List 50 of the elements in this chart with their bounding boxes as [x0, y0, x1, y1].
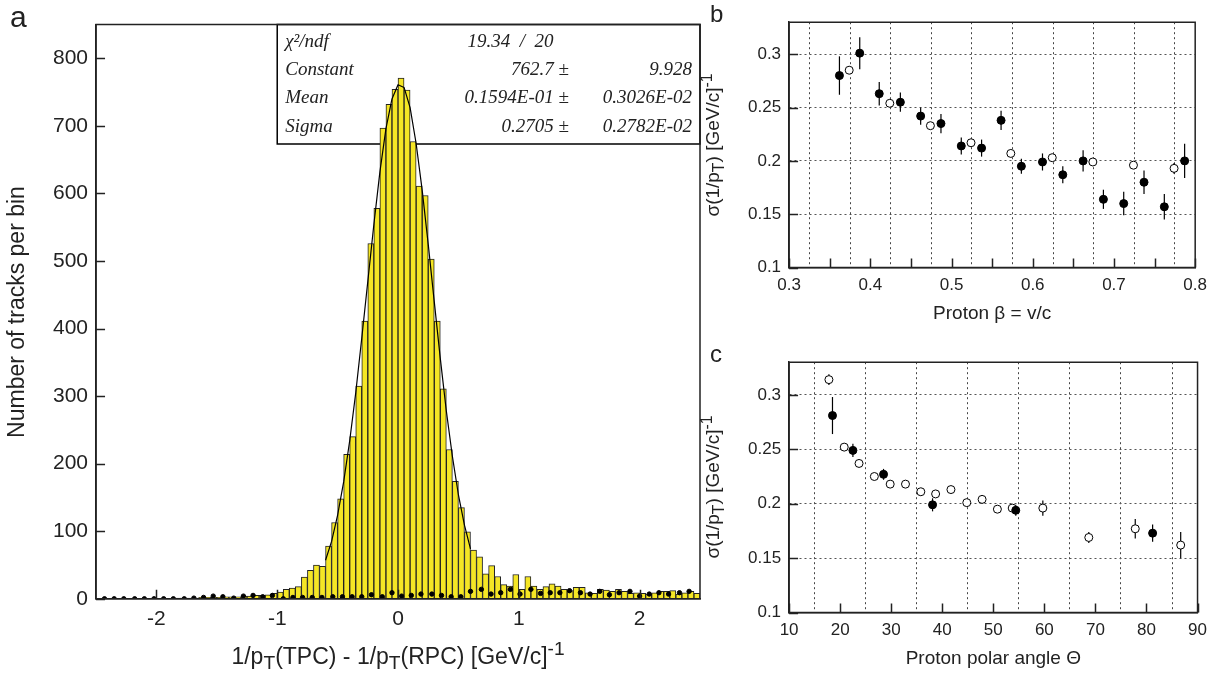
x-tick-label: 0.4 — [858, 275, 883, 295]
y-tick-label: 500 — [52, 247, 89, 271]
x-tick-label: 0 — [392, 606, 404, 630]
y-tick-label: 700 — [52, 112, 89, 136]
x-tick-label: 10 — [779, 620, 799, 640]
text: χ²/ndf 19.34 / 20 — [285, 29, 554, 51]
chart-title: b — [710, 0, 724, 28]
x-tick-label: 60 — [1034, 620, 1054, 640]
y-tick-label: 0.25 — [747, 97, 782, 117]
x-tick-label: 0.8 — [1183, 275, 1207, 295]
x-tick-label: 90 — [1188, 620, 1208, 640]
text: Sigma 0.2705 ± 0.2782E-02 — [285, 114, 692, 136]
y-tick-label: 400 — [52, 315, 89, 339]
x-tick-label: 50 — [983, 620, 1003, 640]
y-tick-label: 0.15 — [747, 203, 782, 223]
x-tick-label: -1 — [267, 606, 287, 630]
x-tick-label: 40 — [932, 620, 952, 640]
y-tick-label: 0.2 — [757, 150, 782, 170]
y-tick-label: 0.1 — [757, 602, 782, 622]
x-tick-label: 1 — [512, 606, 525, 630]
y-tick-label: 0.3 — [757, 384, 782, 404]
y-tick-label: 0.25 — [747, 438, 782, 458]
x-tick-label: 0.5 — [939, 275, 964, 295]
x-axis-title: Proton β = v/c — [932, 302, 1053, 324]
x-tick-label: 0.7 — [1102, 275, 1126, 295]
text: Constant 762.7 ± 9.928 — [285, 58, 692, 80]
y-tick-label: 200 — [52, 450, 89, 474]
y-tick-label: 800 — [52, 45, 89, 69]
x-tick-label: 80 — [1137, 620, 1156, 640]
x-tick-label: 30 — [881, 620, 901, 640]
y-tick-label: 0.15 — [747, 547, 782, 567]
x-axis-title: Proton polar angle Θ — [904, 647, 1082, 669]
text: Mean 0.1594E-01 ± 0.3026E-02 — [285, 86, 692, 108]
y-tick-label: 300 — [52, 382, 89, 406]
y-tick-label: 0.1 — [757, 257, 782, 277]
y-tick-label: 0.3 — [757, 43, 782, 63]
x-tick-label: 0.3 — [777, 275, 801, 295]
chart-title: c — [710, 340, 722, 368]
x-tick-label: 70 — [1085, 620, 1105, 640]
chart-title: a — [10, 0, 27, 34]
x-axis-title: 1/p$_{T}$(TPC) - 1/p$_{T}$(RPC) [GeV/c]$^{-1}$ — [230, 638, 566, 675]
y-tick-label: 0 — [76, 585, 89, 609]
x-tick-label: -2 — [147, 606, 166, 630]
y-tick-label: 100 — [52, 518, 89, 542]
x-tick-label: 0.6 — [1020, 275, 1045, 295]
y-tick-label: 0.2 — [757, 493, 782, 513]
x-tick-label: 20 — [830, 620, 850, 640]
x-tick-label: 2 — [633, 606, 646, 630]
y-tick-label: 600 — [52, 180, 89, 204]
y-axis-title: Number of tracks per bin — [2, 185, 30, 438]
